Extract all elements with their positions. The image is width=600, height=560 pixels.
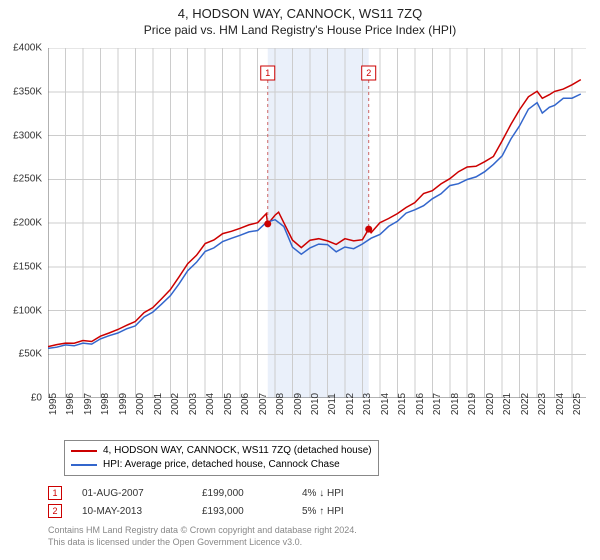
chart-legend: 4, HODSON WAY, CANNOCK, WS11 7ZQ (detach…: [64, 440, 379, 476]
x-tick-label: 2004: [205, 393, 216, 415]
title-block: 4, HODSON WAY, CANNOCK, WS11 7ZQ Price p…: [0, 0, 600, 37]
sale-marker-icon: 1: [48, 486, 62, 500]
x-tick-label: 2016: [415, 393, 426, 415]
sale-price: £199,000: [202, 488, 282, 499]
legend-label: 4, HODSON WAY, CANNOCK, WS11 7ZQ (detach…: [103, 444, 372, 458]
legend-item: HPI: Average price, detached house, Cann…: [71, 458, 372, 472]
sale-date: 01-AUG-2007: [82, 488, 182, 499]
y-tick-label: £150K: [13, 261, 42, 272]
x-tick-label: 2017: [432, 393, 443, 415]
sale-delta: 4% ↓ HPI: [302, 488, 382, 499]
x-tick-label: 1998: [100, 393, 111, 415]
y-tick-label: £100K: [13, 305, 42, 316]
x-tick-label: 2001: [153, 393, 164, 415]
x-tick-label: 2003: [188, 393, 199, 415]
sale-delta: 5% ↑ HPI: [302, 506, 382, 517]
x-tick-label: 2002: [170, 393, 181, 415]
footnote: Contains HM Land Registry data © Crown c…: [48, 524, 357, 548]
legend-label: HPI: Average price, detached house, Cann…: [103, 458, 340, 472]
sale-row: 1 01-AUG-2007 £199,000 4% ↓ HPI: [48, 484, 382, 502]
svg-text:1: 1: [265, 68, 270, 78]
legend-item: 4, HODSON WAY, CANNOCK, WS11 7ZQ (detach…: [71, 444, 372, 458]
footnote-line1: Contains HM Land Registry data © Crown c…: [48, 524, 357, 536]
legend-swatch: [71, 450, 97, 452]
chart-container: 4, HODSON WAY, CANNOCK, WS11 7ZQ Price p…: [0, 0, 600, 560]
x-tick-label: 2014: [380, 393, 391, 415]
x-tick-label: 2021: [502, 393, 513, 415]
x-tick-label: 2009: [293, 393, 304, 415]
x-tick-label: 2013: [362, 393, 373, 415]
chart-plot-area: 12: [48, 48, 586, 398]
y-axis-labels: £0£50K£100K£150K£200K£250K£300K£350K£400…: [0, 48, 46, 398]
x-tick-label: 2023: [537, 393, 548, 415]
x-tick-label: 2007: [258, 393, 269, 415]
x-tick-label: 2000: [135, 393, 146, 415]
y-tick-label: £250K: [13, 174, 42, 185]
x-tick-label: 2012: [345, 393, 356, 415]
x-tick-label: 2018: [450, 393, 461, 415]
y-tick-label: £300K: [13, 130, 42, 141]
x-tick-label: 1999: [118, 393, 129, 415]
x-axis-labels: 1995199619971998199920002001200220032004…: [48, 400, 586, 440]
x-tick-label: 2020: [485, 393, 496, 415]
x-tick-label: 2011: [327, 393, 338, 415]
sale-marker-icon: 2: [48, 504, 62, 518]
footnote-line2: This data is licensed under the Open Gov…: [48, 536, 357, 548]
x-tick-label: 2024: [555, 393, 566, 415]
x-tick-label: 2022: [520, 393, 531, 415]
chart-svg: 12: [48, 48, 586, 398]
legend-swatch: [71, 464, 97, 466]
sale-price: £193,000: [202, 506, 282, 517]
x-tick-label: 1997: [83, 393, 94, 415]
x-tick-label: 2025: [572, 393, 583, 415]
svg-text:2: 2: [366, 68, 371, 78]
y-tick-label: £350K: [13, 86, 42, 97]
x-tick-label: 2005: [223, 393, 234, 415]
sale-date: 10-MAY-2013: [82, 506, 182, 517]
y-tick-label: £200K: [13, 218, 42, 229]
y-tick-label: £0: [31, 393, 42, 404]
sale-row: 2 10-MAY-2013 £193,000 5% ↑ HPI: [48, 502, 382, 520]
x-tick-label: 1996: [65, 393, 76, 415]
x-tick-label: 2006: [240, 393, 251, 415]
x-tick-label: 2010: [310, 393, 321, 415]
y-tick-label: £400K: [13, 43, 42, 54]
title-main: 4, HODSON WAY, CANNOCK, WS11 7ZQ: [0, 6, 600, 21]
y-tick-label: £50K: [19, 349, 42, 360]
title-sub: Price paid vs. HM Land Registry's House …: [0, 23, 600, 37]
x-tick-label: 2008: [275, 393, 286, 415]
sales-table: 1 01-AUG-2007 £199,000 4% ↓ HPI 2 10-MAY-2013…: [48, 484, 382, 520]
x-tick-label: 1995: [48, 393, 59, 415]
x-tick-label: 2015: [397, 393, 408, 415]
x-tick-label: 2019: [467, 393, 478, 415]
